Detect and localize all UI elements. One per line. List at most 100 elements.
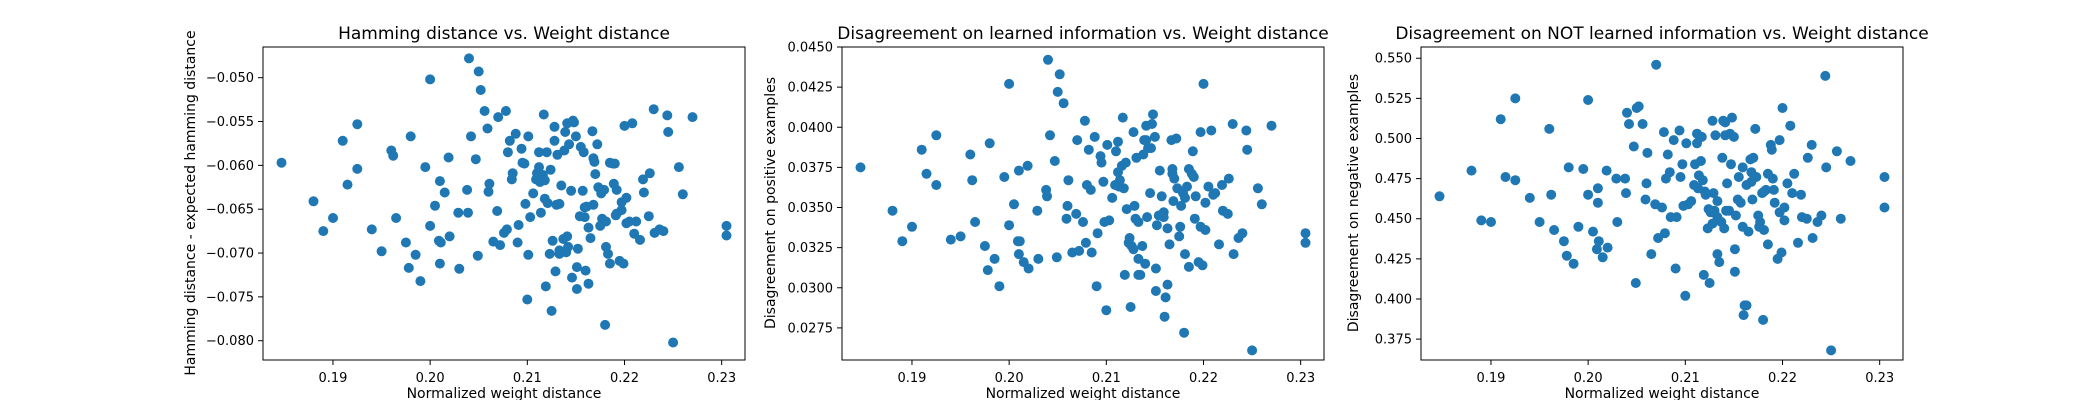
data-point <box>1777 103 1788 113</box>
y-tick-label: 0.0325 <box>788 241 834 256</box>
data-point <box>1561 250 1572 261</box>
data-point <box>1768 184 1779 195</box>
data-point <box>1256 199 1267 210</box>
data-point <box>1750 123 1761 134</box>
data-point <box>1630 278 1641 288</box>
data-point <box>607 158 618 169</box>
data-point <box>1633 101 1644 112</box>
data-point <box>510 128 521 139</box>
data-point <box>308 196 319 207</box>
data-point <box>544 248 555 259</box>
x-axis-ticks: 0.19 0.20 0.21 0.22 0.23 <box>897 360 1315 386</box>
data-point <box>1707 115 1718 126</box>
data-point <box>1708 188 1719 199</box>
data-point <box>1241 125 1252 136</box>
data-point <box>1013 165 1024 176</box>
data-point <box>578 147 589 158</box>
data-point <box>571 284 582 294</box>
data-point <box>556 180 567 191</box>
data-point <box>989 253 1000 264</box>
data-point <box>523 249 534 260</box>
data-point <box>1593 236 1604 247</box>
data-point <box>549 135 560 146</box>
data-point <box>589 156 600 167</box>
data-point <box>1032 205 1043 216</box>
data-point <box>462 184 473 195</box>
data-point <box>391 213 402 223</box>
data-point <box>1217 180 1227 190</box>
data-point <box>549 121 560 132</box>
data-point <box>1033 253 1044 264</box>
data-point <box>1200 197 1211 208</box>
data-point <box>435 237 446 248</box>
data-point <box>1476 215 1487 226</box>
plot-frame <box>262 46 746 361</box>
data-point <box>1807 233 1818 243</box>
data-point <box>1168 196 1179 207</box>
data-point <box>590 169 601 180</box>
data-point <box>1154 165 1165 176</box>
data-point <box>1601 165 1612 176</box>
chart-panel-learned: Disagreement on learned information vs. … <box>763 24 1329 400</box>
data-point <box>931 180 942 190</box>
data-point <box>434 258 445 269</box>
data-point <box>1160 292 1171 303</box>
y-tick-label: 0.0450 <box>788 41 834 56</box>
data-point <box>677 189 688 200</box>
data-point <box>1228 249 1239 260</box>
data-point <box>1141 135 1152 146</box>
data-point <box>663 127 674 137</box>
data-point <box>585 233 596 244</box>
data-point <box>1683 199 1694 210</box>
data-point <box>994 281 1005 292</box>
data-point <box>1664 167 1675 178</box>
data-point <box>1107 192 1118 203</box>
y-tick-label: 0.0275 <box>788 321 834 336</box>
data-point <box>1266 120 1277 131</box>
y-axis-label: Disagreement on negative examples <box>1346 74 1362 332</box>
data-point <box>1657 202 1667 213</box>
data-point <box>1187 146 1198 157</box>
data-point <box>1563 162 1574 173</box>
data-point <box>337 135 348 146</box>
data-point <box>1104 215 1115 226</box>
data-point <box>1124 233 1135 243</box>
y-tick-label: −0.075 <box>206 290 254 305</box>
data-point <box>662 110 673 121</box>
data-point <box>535 207 546 218</box>
data-point <box>1222 208 1233 219</box>
data-point <box>668 337 679 348</box>
x-tick-label: 0.22 <box>1768 371 1797 386</box>
data-point <box>1128 244 1139 255</box>
data-point <box>1009 199 1019 210</box>
data-point <box>1787 188 1798 199</box>
data-point <box>1738 310 1749 321</box>
data-point <box>1753 210 1764 221</box>
data-point <box>1776 247 1787 258</box>
data-point <box>721 220 732 231</box>
data-point <box>430 200 440 211</box>
data-point <box>1142 212 1153 223</box>
data-point <box>1796 189 1806 200</box>
data-point <box>1102 139 1113 150</box>
data-point <box>1145 188 1156 199</box>
data-point <box>984 138 995 149</box>
data-point <box>520 198 531 209</box>
data-point <box>1707 218 1718 229</box>
x-tick-label: 0.22 <box>1189 371 1218 386</box>
data-point <box>1148 109 1158 120</box>
data-point <box>1621 188 1631 199</box>
y-tick-label: 0.0400 <box>788 121 834 136</box>
x-tick-label: 0.20 <box>416 371 445 386</box>
data-point <box>638 174 648 185</box>
data-point <box>1018 257 1029 268</box>
data-point <box>1147 119 1157 129</box>
data-point <box>1675 172 1686 182</box>
data-point <box>495 240 506 251</box>
data-point <box>425 74 436 85</box>
data-point <box>603 248 613 259</box>
data-point <box>1573 221 1584 232</box>
data-point <box>1646 249 1657 260</box>
data-point <box>855 162 866 173</box>
data-point <box>1150 263 1161 274</box>
